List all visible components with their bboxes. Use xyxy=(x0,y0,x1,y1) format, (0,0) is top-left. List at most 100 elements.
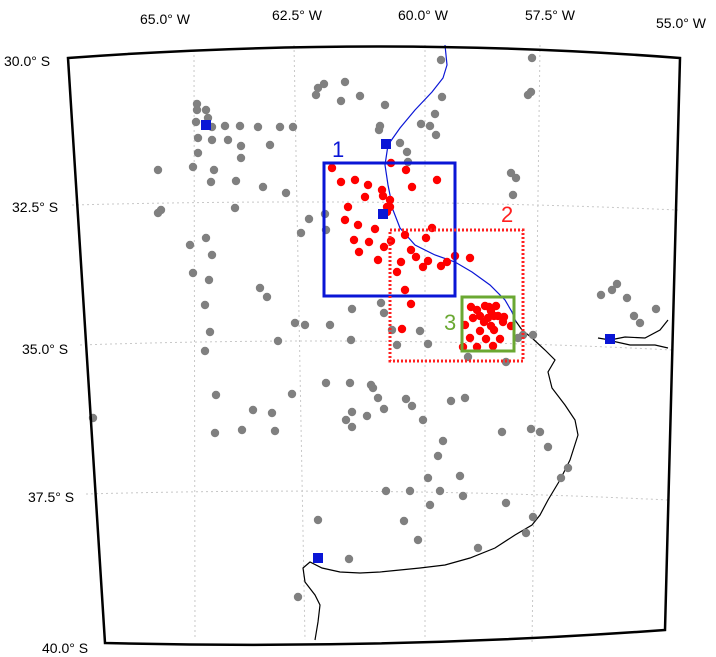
gray-station-point xyxy=(296,228,306,238)
gray-station-point xyxy=(418,415,428,425)
gray-station-point xyxy=(629,311,639,321)
lat-label-37-5: 37.5° S xyxy=(28,489,74,505)
gray-station-point xyxy=(236,141,246,151)
red-study-points xyxy=(327,158,516,352)
red-study-point xyxy=(401,165,411,175)
red-study-point xyxy=(436,261,446,271)
gray-station-point xyxy=(523,90,533,100)
red-study-point xyxy=(400,285,410,295)
red-study-point xyxy=(421,233,431,243)
red-study-point xyxy=(353,220,363,230)
gray-station-point xyxy=(185,240,195,250)
gray-station-point xyxy=(497,427,507,437)
red-study-point xyxy=(411,252,421,262)
gray-station-point xyxy=(460,393,470,403)
gray-station-point xyxy=(211,390,221,400)
gray-station-point xyxy=(231,176,241,186)
red-study-point xyxy=(406,299,416,309)
gray-station-point xyxy=(205,327,215,337)
gray-station-point xyxy=(458,491,468,501)
gray-station-point xyxy=(508,190,518,200)
gray-station-point xyxy=(438,436,448,446)
graticule xyxy=(71,44,679,646)
red-study-point xyxy=(489,325,499,335)
blue-square-station xyxy=(605,334,615,344)
gray-station-point xyxy=(336,96,346,106)
gray-station-point xyxy=(200,346,210,356)
red-study-point xyxy=(379,242,389,252)
meridian-65 xyxy=(193,49,196,641)
gray-station-point xyxy=(193,133,203,143)
gray-station-point xyxy=(191,117,201,127)
red-study-point xyxy=(364,237,374,247)
gray-station-point xyxy=(355,91,365,101)
lon-label-65: 65.0° W xyxy=(140,11,191,27)
red-study-point xyxy=(340,215,350,225)
gray-station-point xyxy=(521,528,531,538)
gray-station-point xyxy=(236,153,246,163)
gray-station-point xyxy=(473,543,483,553)
gray-station-point xyxy=(346,335,356,345)
parallel-35 xyxy=(79,340,673,351)
lat-label-30: 30.0° S xyxy=(4,53,50,69)
gray-station-point xyxy=(153,165,163,175)
gray-station-point xyxy=(362,411,372,421)
gray-station-point xyxy=(287,389,297,399)
parallel-37-5 xyxy=(85,490,669,501)
red-study-point xyxy=(360,192,370,202)
gray-station-point xyxy=(270,426,280,436)
red-study-point xyxy=(484,302,494,312)
red-study-point xyxy=(472,342,482,352)
red-study-point xyxy=(475,311,485,321)
red-study-point xyxy=(349,235,359,245)
gray-station-point xyxy=(347,407,357,417)
gray-station-point xyxy=(325,320,335,330)
gray-station-point xyxy=(188,162,198,172)
lon-label-55: 55.0° W xyxy=(656,15,707,31)
coastline xyxy=(302,319,579,641)
blue-square-station xyxy=(313,553,323,563)
gray-station-point xyxy=(265,140,275,150)
gray-station-point xyxy=(612,279,622,289)
gray-station-point xyxy=(209,165,219,175)
gray-station-point xyxy=(423,473,433,483)
gray-station-point xyxy=(313,83,323,93)
red-study-point xyxy=(370,224,380,234)
red-study-point xyxy=(363,180,373,190)
gray-station-point xyxy=(425,121,435,131)
gray-station-point xyxy=(446,396,456,406)
gray-station-point xyxy=(275,122,285,132)
gray-station-point xyxy=(340,77,350,87)
blue-square-stations xyxy=(201,120,615,563)
gray-station-point xyxy=(622,293,632,303)
river-parana xyxy=(384,44,517,323)
gray-station-points xyxy=(88,53,661,602)
region-3-box xyxy=(460,295,516,353)
gray-station-point xyxy=(273,336,283,346)
gray-station-point xyxy=(607,285,617,295)
meridian-62-5 xyxy=(293,44,306,641)
lon-label-62-5: 62.5° W xyxy=(272,7,323,23)
gray-station-point xyxy=(304,214,314,224)
red-study-point xyxy=(465,253,475,263)
gray-station-point xyxy=(192,105,202,115)
gray-station-point xyxy=(407,401,417,411)
gray-station-point xyxy=(379,308,389,318)
gray-station-point xyxy=(399,516,409,526)
gray-station-point xyxy=(556,473,566,483)
red-study-point xyxy=(488,341,498,351)
gray-station-point xyxy=(200,300,210,310)
red-study-point xyxy=(397,324,407,334)
lon-label-60: 60.0° W xyxy=(398,7,449,23)
gray-station-point xyxy=(535,427,545,437)
gray-station-point xyxy=(300,320,310,330)
gray-station-point xyxy=(201,233,211,243)
red-study-point xyxy=(373,255,383,265)
blue-square-station xyxy=(378,209,388,219)
gray-station-point xyxy=(392,340,402,350)
gray-station-point xyxy=(563,463,573,473)
gray-station-point xyxy=(255,283,265,293)
gray-station-point xyxy=(435,486,445,496)
gray-station-point xyxy=(262,292,272,302)
